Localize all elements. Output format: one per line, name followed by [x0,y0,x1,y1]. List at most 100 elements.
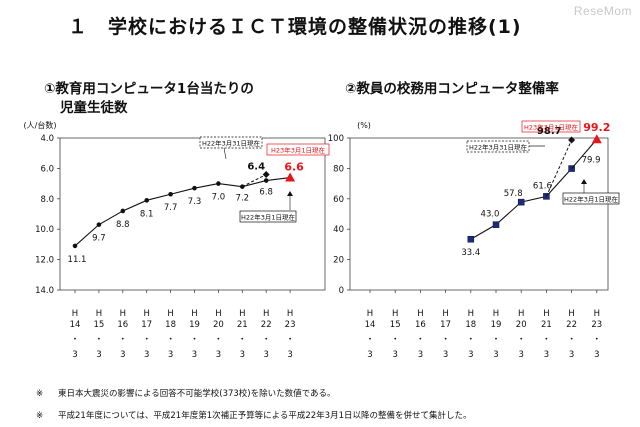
data-label: 43.0 [481,210,500,220]
x-tick-year: 21 [541,320,552,330]
annotation-h22-0301-text: H22年3月1日現在 [564,195,618,204]
annotation-h23-box [266,143,330,156]
x-tick-month: 3 [287,350,292,360]
h23-label: 6.6 [284,161,304,174]
chart-title-line: ②教員の校務用コンピュータ整備率 [345,81,559,97]
data-point [467,235,475,243]
x-tick-era: H [263,309,269,319]
data-label: 57.8 [504,189,523,199]
h22-0331-point [262,170,270,178]
x-tick-era: H [392,309,398,319]
y-tick-label: 40 [333,225,344,235]
x-tick-era: H [287,309,293,319]
data-label: 9.7 [92,234,106,244]
x-tick-month: 3 [443,350,448,360]
x-tick-era: H [215,309,221,319]
x-tick-sep: ・ [214,335,223,345]
x-tick-year: 14 [365,320,376,330]
plot-frame [349,137,609,291]
data-label: 11.1 [68,255,87,265]
y-tick-label: 80 [333,164,344,174]
x-tick-month: 3 [263,350,268,360]
x-tick-year: 22 [261,320,272,330]
x-tick-era: H [367,309,373,319]
x-tick-month: 3 [418,350,423,360]
chart-title-line: ①教育用コンピュータ1台当たりの [44,81,254,97]
x-tick-month: 3 [594,350,599,360]
x-tick-era: H [239,309,245,319]
x-tick-sep: ・ [441,335,450,345]
annotation-arrowhead [287,191,293,196]
x-tick-year: 22 [566,320,577,330]
x-tick-month: 3 [544,350,549,360]
data-point [72,243,78,249]
annotation-h22-0301-box [239,210,297,223]
x-tick-era: H [594,309,600,319]
x-tick-sep: ・ [517,335,526,345]
x-tick-year: 21 [237,320,248,330]
x-tick-sep: ・ [71,335,80,345]
annotation-h22-0331-box [466,140,530,153]
data-point [192,185,197,191]
data-label: 61.6 [533,181,552,191]
x-tick-year: 18 [465,320,476,330]
footnote-1: ※ 東日本大震災の影響による回答不可能学校(373校)を除いた数値である。 [36,383,472,405]
x-tick-year: 19 [189,320,200,330]
y-tick-label: 20 [333,256,344,266]
x-tick-sep: ・ [492,335,501,345]
h22-0331-label: 98.7 [537,126,562,137]
x-tick-sep: ・ [238,335,247,345]
chart-title-teacher-computer-rate: ②教員の校務用コンピュータ整備率 [345,80,559,99]
data-label: 79.9 [582,156,601,166]
data-point [120,208,126,214]
series-line-h23 [571,138,598,169]
x-tick-year: 18 [165,320,176,330]
x-tick-sep: ・ [391,335,400,345]
x-tick-era: H [96,309,102,319]
y-tick-label: 12.0 [35,256,54,266]
y-axis-label: (%) [357,121,371,130]
annotation-arrowhead [581,179,587,184]
x-tick-year: 19 [491,320,502,330]
footnote-mark: ※ [36,411,44,421]
y-tick-label: 100 [328,134,344,144]
series-line-h23 [266,176,291,182]
h23-label: 99.2 [583,121,610,134]
x-tick-era: H [72,309,78,319]
x-tick-month: 3 [72,350,77,360]
x-tick-year: 20 [516,320,527,330]
h23-point [591,134,602,144]
y-tick-label: 10.0 [35,225,54,235]
annotation-h23-text: H23年3月1日現在 [524,123,578,132]
x-tick-month: 3 [120,350,125,360]
x-tick-sep: ・ [190,335,199,345]
annotation-h22-0301-box [562,192,620,205]
x-tick-sep: ・ [467,335,476,345]
x-tick-month: 3 [569,350,574,360]
annotation-h22-0331-box [199,136,263,149]
data-point [216,181,221,186]
x-tick-sep: ・ [262,335,271,345]
footnote-mark: ※ [36,389,44,399]
x-tick-sep: ・ [286,335,295,345]
annotation-h22-0331-text: H22年3月31日現在 [469,143,528,152]
data-label: 8.8 [116,220,130,230]
x-tick-year: 23 [285,320,296,330]
x-tick-sep: ・ [142,335,151,345]
annotation-h22-0331-text: H22年3月31日現在 [202,139,261,148]
y-tick-label: 4.0 [40,134,54,144]
h22-0331-label: 6.4 [247,161,265,172]
x-tick-era: H [518,309,524,319]
data-label: 7.3 [188,197,202,207]
y-axis-label: (人/台数) [24,120,57,130]
x-tick-sep: ・ [542,335,551,345]
y-tick-label: 60 [333,195,344,205]
y-tick-label: 14.0 [35,286,54,296]
x-tick-sep: ・ [567,335,576,345]
annotation-arrow [223,147,227,160]
h23-point [285,172,296,182]
x-tick-era: H [191,309,197,319]
x-tick-era: H [120,309,126,319]
x-tick-year: 17 [141,320,152,330]
data-label: 33.4 [461,248,480,258]
